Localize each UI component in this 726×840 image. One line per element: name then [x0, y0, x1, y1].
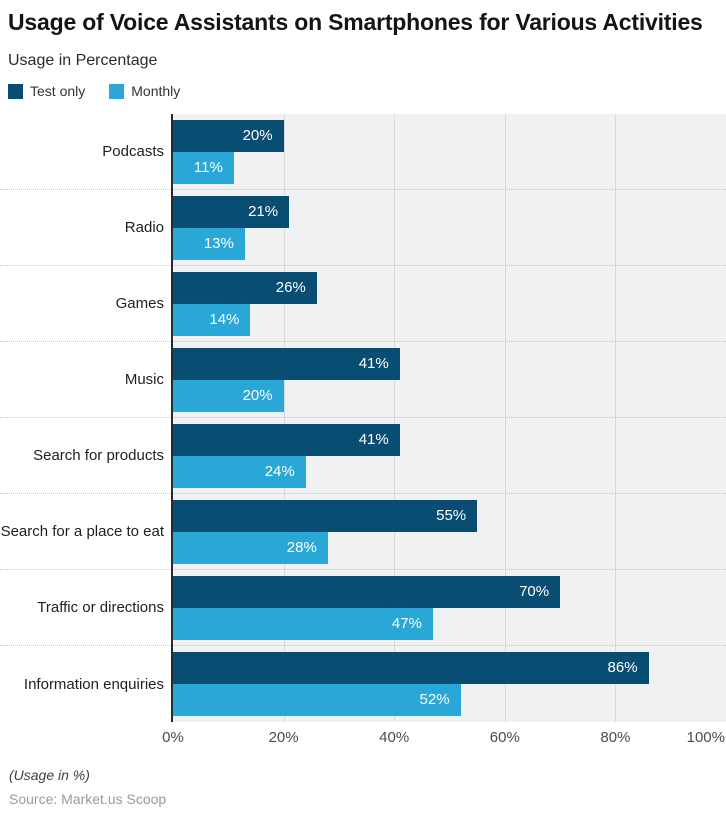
bar-value-label: 20%	[242, 387, 273, 405]
x-axis: 0% 20% 40% 60% 80% 100%	[162, 722, 726, 750]
chart-header: Usage of Voice Assistants on Smartphones…	[0, 0, 726, 99]
bar-monthly: 13%	[173, 228, 245, 261]
legend-item-test-only: Test only	[8, 83, 85, 99]
bar-monthly: 47%	[173, 608, 433, 641]
chart-title: Usage of Voice Assistants on Smartphones…	[8, 9, 703, 35]
x-axis-tick-label: 0%	[162, 729, 184, 747]
legend-label: Monthly	[131, 83, 181, 100]
bar-monthly: 24%	[173, 456, 306, 489]
row-bars: 20% 11%	[173, 114, 726, 189]
bar-value-label: 70%	[519, 583, 550, 601]
bar-value-label: 24%	[264, 463, 295, 481]
row-bars: 86% 52%	[173, 646, 726, 722]
gridline	[283, 114, 285, 723]
row-bars: 21% 13%	[173, 190, 726, 265]
bar-test-only: 41%	[173, 424, 400, 457]
chart-row: Games 26% 14%	[0, 266, 726, 343]
x-axis-tick-label: 40%	[379, 729, 410, 747]
bar-value-label: 14%	[209, 311, 240, 329]
legend: Test only Monthly	[8, 83, 716, 99]
x-axis-tick-label: 20%	[268, 729, 299, 747]
chart-row: Radio 21% 13%	[0, 190, 726, 267]
bar-test-only: 20%	[173, 120, 284, 153]
bar-value-label: 21%	[248, 203, 279, 221]
bar-value-label: 52%	[419, 691, 450, 709]
bar-test-only: 86%	[173, 652, 649, 685]
row-bars: 26% 14%	[173, 266, 726, 341]
category-label: Games	[115, 295, 164, 313]
row-bars: 55% 28%	[173, 494, 726, 569]
chart-row: Music 41% 20%	[0, 342, 726, 419]
bar-monthly: 11%	[173, 152, 234, 185]
chart-rows: Podcasts 20% 11% Radio 21% 13% Games 26% 14% Musi…	[0, 114, 726, 722]
bar-test-only: 41%	[173, 348, 400, 381]
category-label: Podcasts	[102, 143, 164, 161]
gridline	[615, 114, 617, 723]
chart-row: Traffic or directions 70% 47%	[0, 570, 726, 647]
gridline	[504, 114, 506, 723]
bar-value-label: 26%	[275, 279, 306, 297]
category-label: Music	[124, 371, 164, 389]
chart-subtitle: Usage in Percentage	[8, 52, 158, 70]
bar-test-only: 26%	[173, 272, 317, 305]
bar-test-only: 70%	[173, 576, 561, 609]
chart-footer: (Usage in %) Source: Market.us Scoop	[0, 767, 726, 807]
category-label: Search for a place to eat	[0, 523, 164, 541]
bar-value-label: 47%	[391, 615, 422, 633]
row-bars: 70% 47%	[173, 570, 726, 645]
chart-row: Search for products 41% 24%	[0, 418, 726, 495]
legend-label: Test only	[30, 83, 86, 100]
chart-row: Search for a place to eat 55% 28%	[0, 494, 726, 571]
x-axis-tick-label: 60%	[489, 729, 520, 747]
bar-value-label: 55%	[436, 507, 467, 525]
category-label: Traffic or directions	[37, 599, 164, 617]
footer-note: (Usage in %)	[9, 767, 90, 784]
bar-value-label: 13%	[203, 235, 234, 253]
x-axis-tick-label: 80%	[600, 729, 631, 747]
bar-value-label: 86%	[607, 659, 638, 677]
bar-value-label: 20%	[242, 127, 273, 145]
category-label: Radio	[124, 219, 164, 237]
chart-row: Information enquiries 86% 52%	[0, 646, 726, 722]
bar-test-only: 21%	[173, 196, 290, 229]
gridline	[394, 114, 396, 723]
bar-monthly: 28%	[173, 532, 328, 565]
footer-source: Source: Market.us Scoop	[9, 791, 167, 808]
chart-plot-area: Podcasts 20% 11% Radio 21% 13% Games 26% 14% Musi…	[0, 114, 726, 723]
bar-value-label: 11%	[193, 159, 223, 177]
row-bars: 41% 20%	[173, 342, 726, 417]
legend-swatch-monthly	[109, 83, 125, 99]
legend-swatch-test-only	[8, 83, 23, 99]
row-bars: 41% 24%	[173, 418, 726, 493]
bar-value-label: 41%	[358, 355, 389, 373]
category-label: Information enquiries	[23, 675, 164, 693]
chart-row: Podcasts 20% 11%	[0, 114, 726, 191]
bar-monthly: 14%	[173, 304, 251, 337]
bar-value-label: 28%	[286, 539, 317, 557]
legend-item-monthly: Monthly	[109, 83, 180, 99]
bar-monthly: 52%	[173, 684, 461, 717]
bar-test-only: 55%	[173, 500, 478, 533]
x-axis-tick-label: 100%	[686, 729, 725, 747]
bar-value-label: 41%	[358, 431, 389, 449]
bar-monthly: 20%	[173, 380, 284, 413]
y-axis-line	[171, 114, 173, 723]
category-label: Search for products	[33, 447, 164, 465]
